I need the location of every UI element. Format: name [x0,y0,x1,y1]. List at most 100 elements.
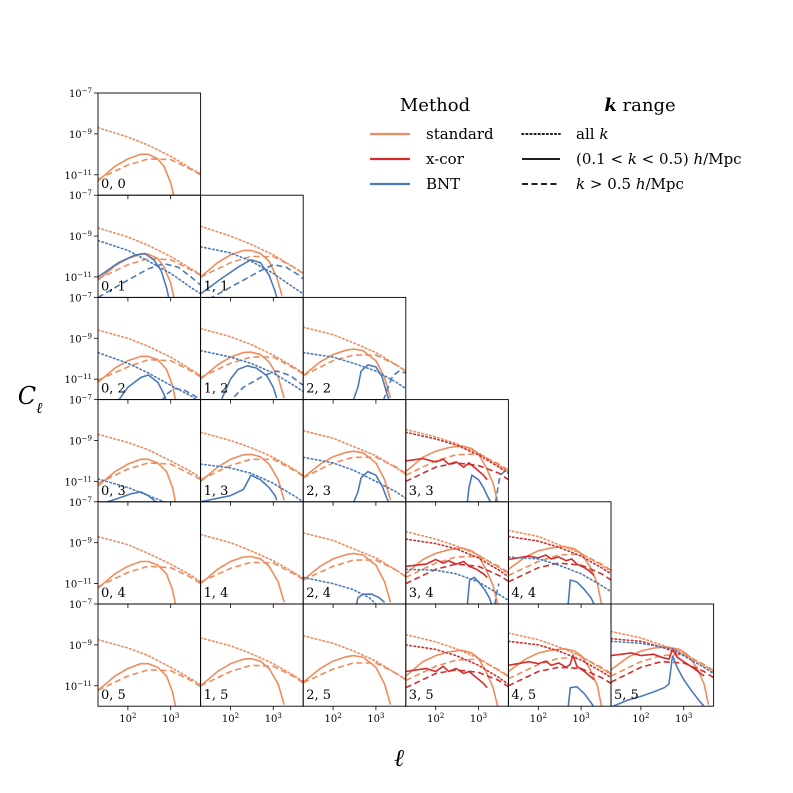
panel-4-5: 4, 5 102 103 [507,603,612,725]
x-tick-label: 102 [427,712,444,725]
curve-standard-high [98,565,201,588]
panel-label: 0, 1 [101,279,126,294]
curve-BNT-mid [611,655,705,707]
curve-BNT-mid [352,364,390,400]
curve-x-cor-high [405,563,509,585]
panel-label: 0, 5 [101,688,126,703]
curve-BNT-mid [466,576,493,604]
y-tick-label: 10−9 [69,434,92,447]
curve-standard-high [405,453,509,476]
legend-krange-entry: (0.1 < k < 0.5) h/Mpc [576,150,742,168]
panel-label: 5, 5 [614,688,639,703]
x-tick-label: 103 [162,712,179,725]
y-tick-label: 10−7 [69,496,92,509]
curve-standard-all [303,429,406,476]
y-tick-label: 10−7 [69,87,92,100]
panel-label: 2, 5 [306,688,331,703]
curve-standard-all [200,431,304,476]
y-tick-label: 10−9 [69,332,92,345]
curve-standard-all [98,433,201,479]
curve-standard-mid [98,560,177,604]
curve-BNT-mid [466,473,492,502]
x-tick-label: 103 [572,712,589,725]
panel-label: 3, 5 [409,688,434,703]
curve-BNT-all [200,463,304,502]
x-tick-label: 102 [530,712,547,725]
curve-standard-high [303,559,406,581]
legend-krange-entry: k > 0.5 h/Mpc [576,175,684,193]
curve-standard-all [405,428,509,473]
curve-x-cor-mid [405,558,488,578]
curve-BNT-high [210,263,304,298]
y-tick-label: 10−9 [69,537,92,550]
panel-0-5: 0, 5 10−7 10−9 10−11 102 103 [64,598,202,725]
panel-label: 4, 5 [511,688,536,703]
curve-standard-all [200,225,304,275]
curve-standard-mid [405,649,499,707]
curve-standard-all [508,529,611,573]
curve-x-cor-high [611,660,714,683]
curve-standard-all [98,329,201,377]
y-tick-label: 10−11 [64,475,92,488]
curve-standard-mid [98,253,175,298]
panel-frame [610,603,715,707]
curve-BNT-high [382,370,406,400]
panel-1-2: 1, 2 [200,296,304,404]
curve-standard-mid [200,453,285,501]
curve-x-cor-all [405,538,509,578]
curve-standard-mid [200,249,283,297]
y-tick-label: 10−7 [69,598,92,611]
panel-0-3: 0, 3 10−7 10−9 10−11 [64,394,202,506]
curve-BNT-mid [118,374,167,400]
y-tick-label: 10−7 [69,189,92,202]
curve-standard-all [200,637,304,683]
panel-label: 1, 2 [204,382,229,397]
curve-standard-all [611,630,714,673]
panel-5-5: 5, 5 102 103 [610,603,715,725]
curve-BNT-all [611,640,714,675]
curve-x-cor-all [405,644,509,685]
curve-x-cor-high [405,462,509,483]
panel-1-5: 1, 5 102 103 [200,603,304,725]
curve-standard-high [200,458,304,481]
panel-2-2: 2, 2 [302,296,407,404]
curve-standard-all [98,227,201,276]
curve-BNT-high [230,370,304,400]
curve-BNT-all [405,568,509,602]
curve-BNT-mid [98,252,170,298]
panel-1-3: 1, 3 [200,399,304,506]
x-tick-label: 103 [265,712,282,725]
curve-BNT-mid [200,258,278,298]
legend-entry-x-cor: x-cor [426,150,465,168]
curve-standard-mid [303,654,392,705]
curve-standard-all [303,634,406,681]
panel-0-0: 0, 0 10−7 10−9 10−11 [64,87,202,200]
curve-x-cor-high [405,669,509,689]
curve-BNT-mid [353,470,390,502]
curve-BNT-high [494,583,500,604]
curve-BNT-all [98,351,198,400]
y-axis-label: Cℓ [18,382,43,417]
y-tick-label: 10−7 [69,394,92,407]
curve-BNT-high [494,470,505,502]
y-tick-label: 10−7 [69,291,92,304]
curve-standard-mid [200,555,285,603]
panel-2-3: 2, 3 [302,399,407,506]
x-tick-label: 103 [470,712,487,725]
panel-label: 3, 4 [409,586,434,601]
legend-method-title: Method [400,95,470,116]
curve-standard-mid [98,153,175,196]
panel-0-4: 0, 4 10−7 10−9 10−11 [64,496,202,608]
curve-BNT-all [200,349,304,393]
panel-0-2: 0, 2 10−7 10−9 10−11 [64,291,202,404]
curve-standard-high [303,662,406,684]
curve-standard-mid [405,444,499,502]
y-tick-label: 10−9 [69,639,92,652]
curve-BNT-all [303,456,406,499]
x-tick-label: 102 [222,712,239,725]
curve-standard-all [98,535,201,583]
curve-BNT-mid [200,474,278,502]
panel-grid: 0, 010−710−910−110, 110−710−910−111, 10,… [64,87,715,725]
curve-BNT-high [161,387,201,400]
